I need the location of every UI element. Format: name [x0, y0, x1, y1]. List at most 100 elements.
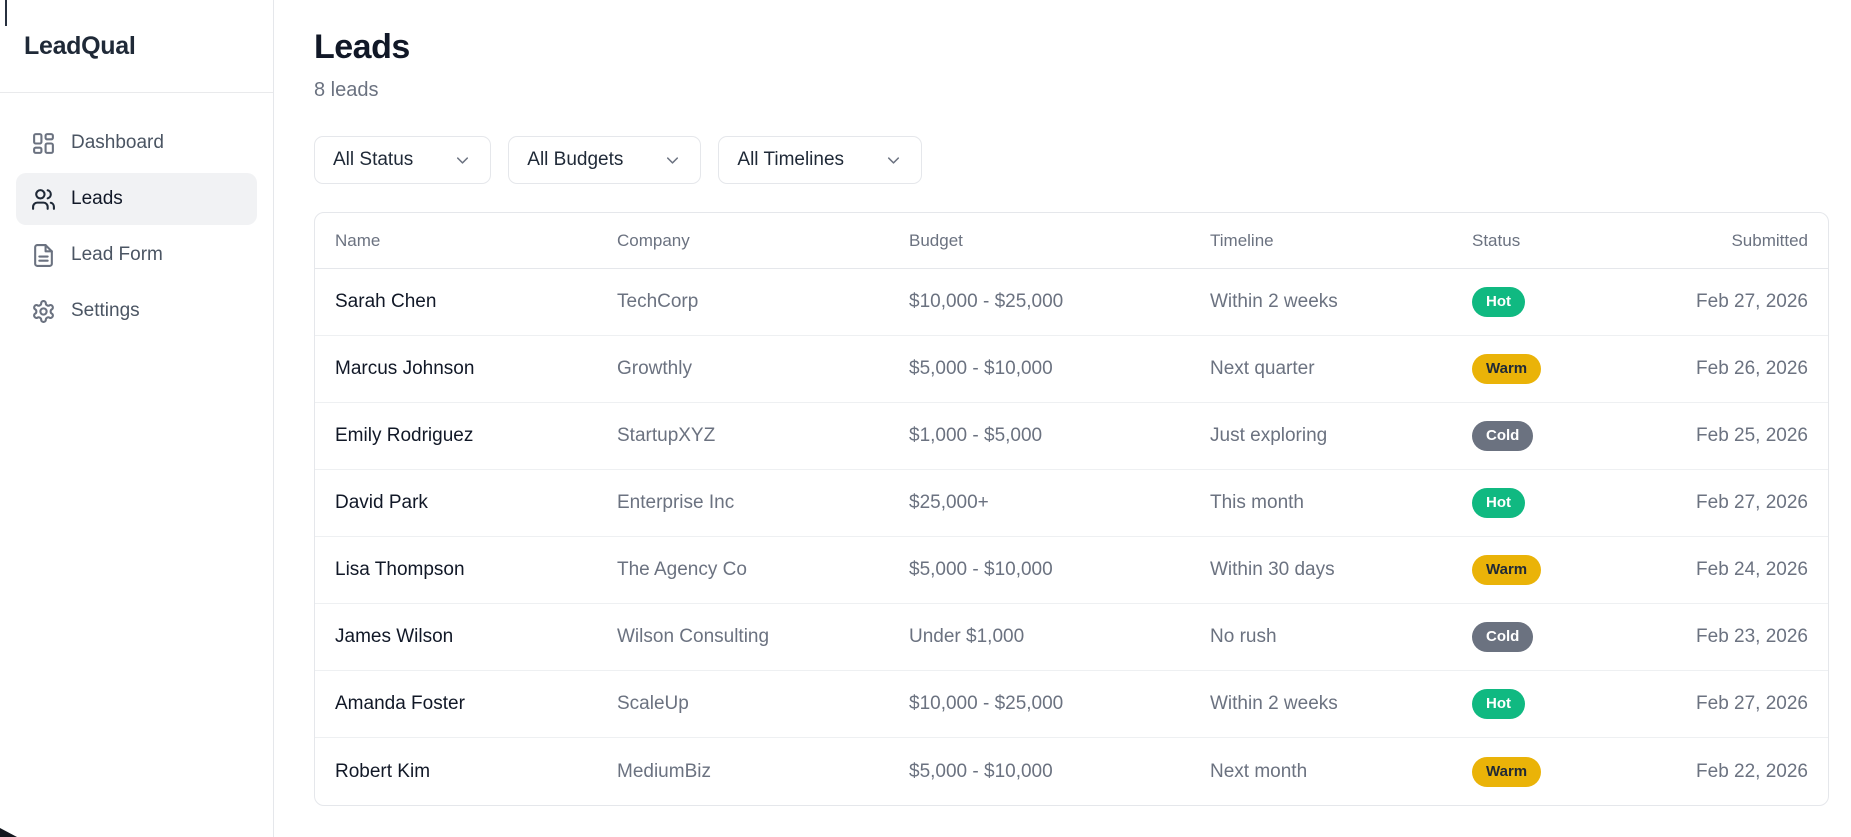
filter-dropdown-all-budgets[interactable]: All Budgets	[508, 136, 702, 184]
table-row[interactable]: Robert Kim MediumBiz $5,000 - $10,000 Ne…	[315, 738, 1828, 805]
column-header-budget: Budget	[909, 230, 963, 250]
sidebar-header: LeadQual	[0, 0, 273, 93]
status-badge: Warm	[1472, 756, 1542, 787]
sidebar-item-dashboard[interactable]: Dashboard	[16, 117, 257, 169]
table-header-row: Name Company Budget Timeline Status Submitted	[315, 213, 1828, 269]
main-content: Leads 8 leads All Status All Budgets All…	[274, 0, 1851, 837]
cell-company: TechCorp	[617, 291, 699, 312]
lead-count: 8 leads	[314, 79, 379, 101]
cell-status: Cold	[1472, 421, 1669, 451]
sidebar-item-settings[interactable]: Settings	[16, 285, 257, 337]
cell-timeline: Next month	[1210, 760, 1308, 782]
status-badge: Cold	[1472, 622, 1534, 652]
filter-dropdown-all-status[interactable]: All Status	[314, 136, 492, 184]
filter-bar: All Status All Budgets All Timelines	[314, 136, 1829, 184]
cell-submitted: Feb 23, 2026	[1696, 626, 1808, 647]
cell-status: Warm	[1472, 756, 1669, 787]
page-title: Leads	[314, 28, 410, 66]
dashboard-grid-icon	[30, 130, 56, 156]
sidebar-item-lead-form[interactable]: Lead Form	[16, 229, 257, 281]
cell-company: Growthly	[617, 358, 692, 379]
cell-budget: $10,000 - $25,000	[909, 291, 1064, 312]
cell-timeline: Just exploring	[1210, 425, 1328, 446]
filter-label: All Status	[333, 149, 414, 170]
sidebar-item-label: Lead Form	[71, 244, 163, 265]
cell-timeline: Within 2 weeks	[1210, 693, 1338, 714]
mouse-cursor	[0, 828, 17, 837]
cell-budget: $1,000 - $5,000	[909, 425, 1043, 446]
table-row[interactable]: Amanda Foster ScaleUp $10,000 - $25,000 …	[315, 671, 1828, 738]
filter-label: All Timelines	[737, 149, 845, 170]
cell-name: Emily Rodriguez	[335, 425, 474, 446]
cell-timeline: Within 2 weeks	[1210, 291, 1338, 312]
table-row[interactable]: Sarah Chen TechCorp $10,000 - $25,000 Wi…	[315, 269, 1828, 336]
cell-company: Wilson Consulting	[617, 626, 770, 647]
cell-name: Marcus Johnson	[335, 358, 475, 379]
chevron-down-icon	[453, 151, 472, 170]
cell-timeline: Within 30 days	[1210, 559, 1335, 580]
document-icon	[30, 242, 56, 268]
cell-budget: Under $1,000	[909, 626, 1025, 647]
cell-status: Hot	[1472, 689, 1669, 719]
cell-budget: $5,000 - $10,000	[909, 559, 1053, 580]
cell-submitted: Feb 25, 2026	[1696, 425, 1808, 446]
cell-company: MediumBiz	[617, 760, 711, 782]
leads-table: Name Company Budget Timeline Status Submitted…	[314, 212, 1829, 806]
status-badge: Cold	[1472, 421, 1534, 451]
column-header-timeline: Timeline	[1210, 230, 1274, 250]
cell-name: James Wilson	[335, 626, 454, 647]
users-icon	[30, 186, 56, 212]
status-badge: Hot	[1472, 287, 1525, 317]
cell-timeline: Next quarter	[1210, 358, 1315, 379]
status-badge: Hot	[1472, 689, 1525, 719]
cell-submitted: Feb 27, 2026	[1696, 291, 1808, 312]
table-row[interactable]: Emily Rodriguez StartupXYZ $1,000 - $5,0…	[315, 403, 1828, 470]
cell-name: Amanda Foster	[335, 693, 465, 714]
cell-name: Robert Kim	[335, 760, 431, 782]
cell-timeline: No rush	[1210, 626, 1277, 647]
cell-status: Hot	[1472, 488, 1669, 518]
sidebar-item-label: Settings	[71, 300, 140, 321]
column-header-company: Company	[617, 230, 690, 250]
cell-budget: $5,000 - $10,000	[909, 760, 1053, 782]
sidebar-item-leads[interactable]: Leads	[16, 173, 257, 225]
filter-dropdown-all-timelines[interactable]: All Timelines	[718, 136, 923, 184]
filter-label: All Budgets	[527, 149, 624, 170]
cell-submitted: Feb 27, 2026	[1696, 492, 1808, 513]
chevron-down-icon	[663, 151, 682, 170]
cell-budget: $10,000 - $25,000	[909, 693, 1064, 714]
cell-budget: $25,000+	[909, 492, 989, 513]
sidebar-nav: Dashboard Leads Lead Form Settings	[0, 93, 273, 361]
cell-budget: $5,000 - $10,000	[909, 358, 1053, 379]
cell-status: Cold	[1472, 622, 1669, 652]
cell-submitted: Feb 24, 2026	[1696, 559, 1808, 580]
sidebar-item-label: Leads	[71, 188, 123, 209]
table-body: Sarah Chen TechCorp $10,000 - $25,000 Wi…	[315, 269, 1828, 805]
table-row[interactable]: Lisa Thompson The Agency Co $5,000 - $10…	[315, 537, 1828, 604]
cell-company: The Agency Co	[617, 559, 747, 580]
cell-status: Warm	[1472, 555, 1669, 585]
cell-company: Enterprise Inc	[617, 492, 735, 513]
cell-company: ScaleUp	[617, 693, 689, 714]
cell-timeline: This month	[1210, 492, 1304, 513]
cell-status: Warm	[1472, 354, 1669, 384]
cell-submitted: Feb 22, 2026	[1696, 760, 1808, 782]
status-badge: Warm	[1472, 354, 1542, 384]
table-row[interactable]: James Wilson Wilson Consulting Under $1,…	[315, 604, 1828, 671]
cell-status: Hot	[1472, 287, 1669, 317]
table-row[interactable]: Marcus Johnson Growthly $5,000 - $10,000…	[315, 336, 1828, 403]
cell-name: Sarah Chen	[335, 291, 437, 312]
chevron-down-icon	[884, 151, 903, 170]
status-badge: Hot	[1472, 488, 1525, 518]
table-row[interactable]: David Park Enterprise Inc $25,000+ This …	[315, 470, 1828, 537]
gear-icon	[30, 298, 56, 324]
cell-name: David Park	[335, 492, 428, 513]
cell-submitted: Feb 27, 2026	[1696, 693, 1808, 714]
column-header-status: Status	[1472, 230, 1521, 250]
cell-submitted: Feb 26, 2026	[1696, 358, 1808, 379]
sidebar-item-label: Dashboard	[71, 132, 164, 153]
caret-artifact	[5, 0, 7, 26]
column-header-submitted: Submitted	[1731, 230, 1808, 250]
app-logo: LeadQual	[24, 31, 136, 60]
